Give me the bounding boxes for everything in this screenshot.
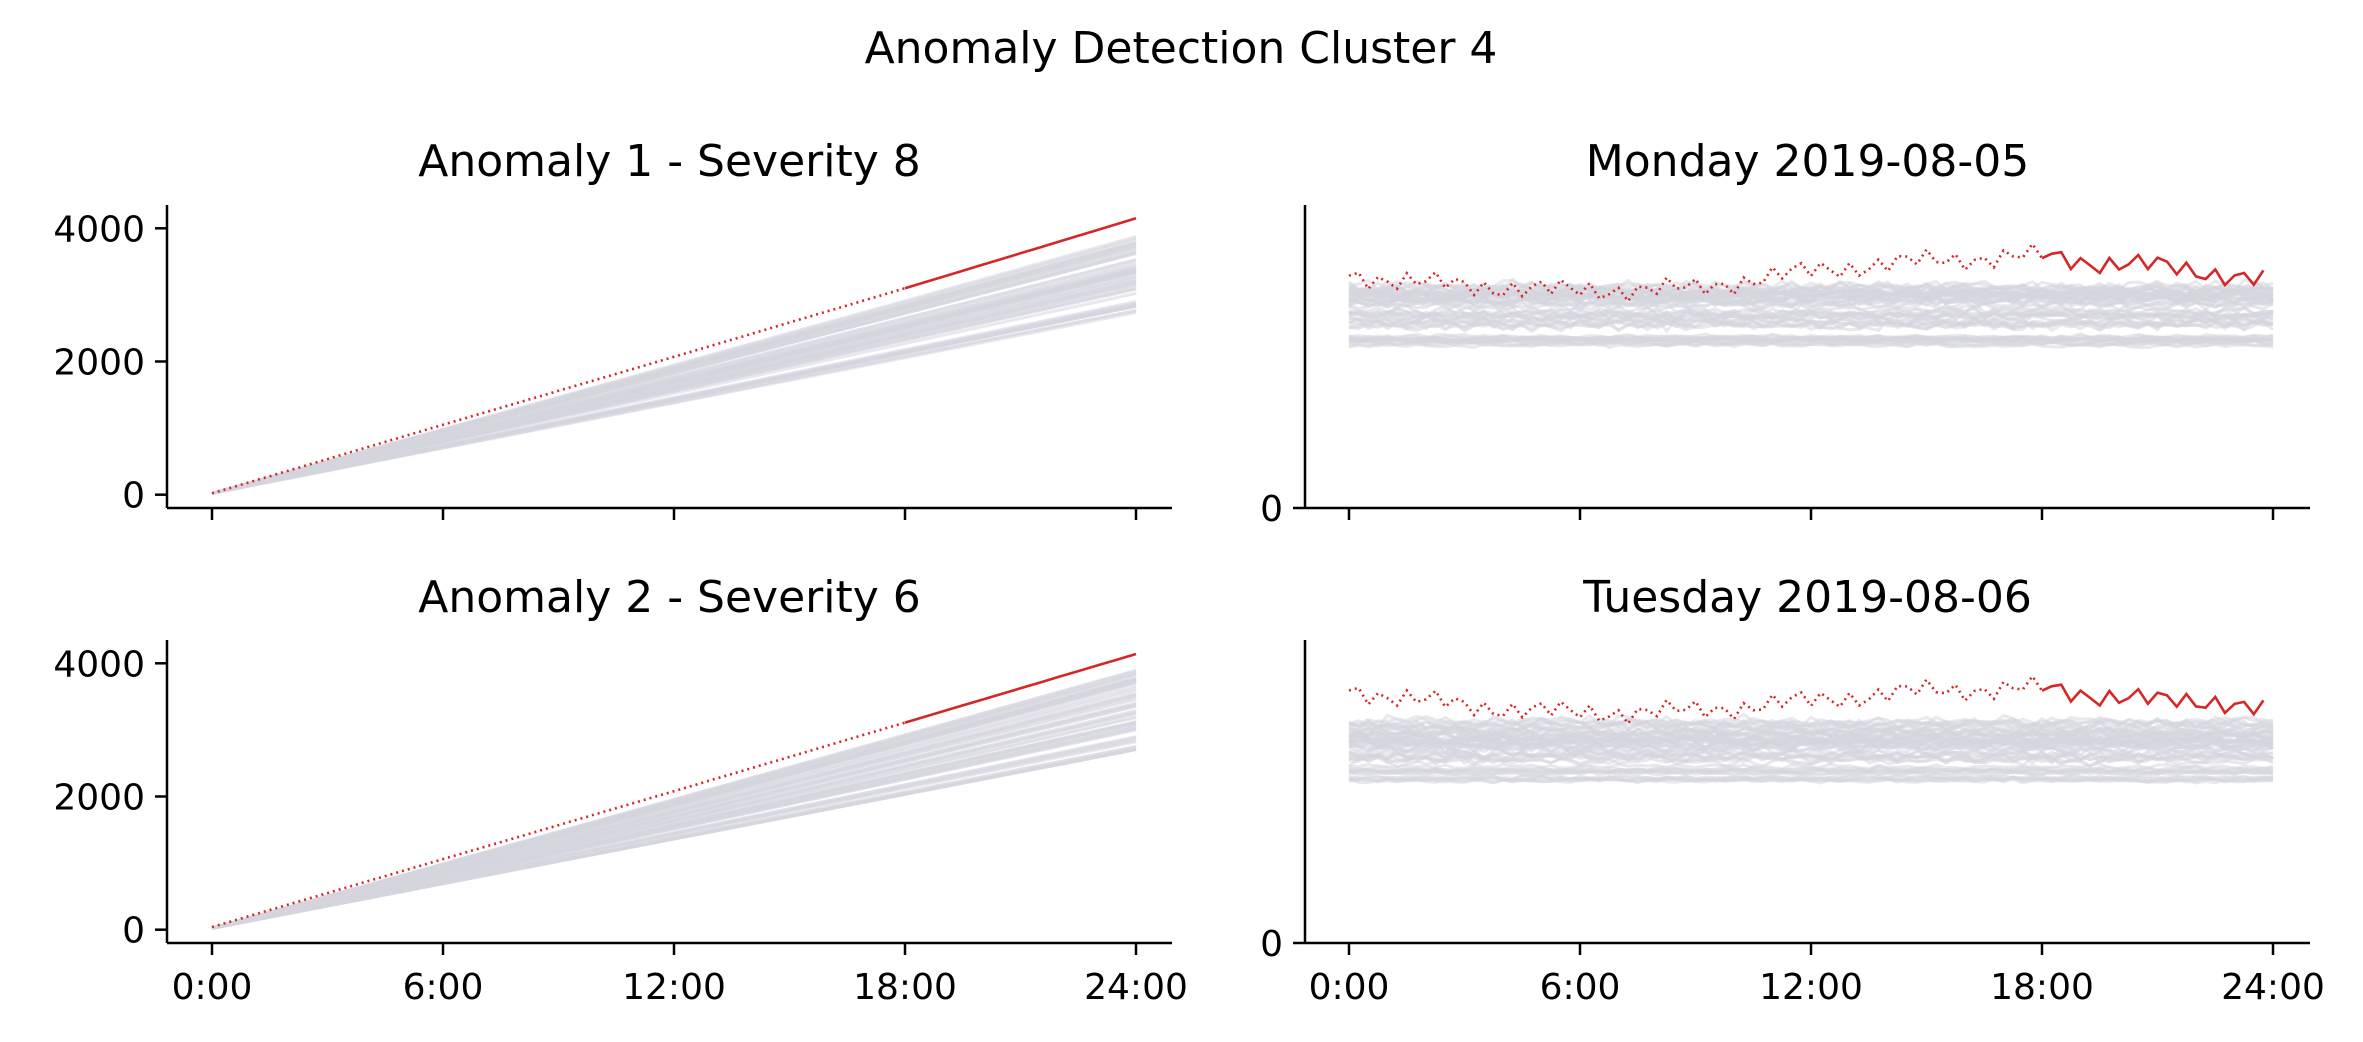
x-tick-label: 6:00 (1540, 967, 1621, 1008)
subplot-grid: Anomaly 1 - Severity 8 0 2000 4000 Monday 20… (53, 136, 2325, 1008)
subplot-title: Anomaly 2 - Severity 6 (418, 572, 921, 623)
reference-line (211, 680, 1137, 930)
reference-line (211, 308, 1137, 495)
reference-line (1348, 287, 2274, 303)
reference-line (1348, 315, 2274, 330)
subplot-4: Tuesday 2019-08-06 0 0:00 6:00 12:00 18:00 24:… (1260, 572, 2325, 1008)
y-tick-label: 0 (122, 911, 145, 952)
reference-line (1348, 737, 2274, 754)
reference-line (211, 745, 1137, 930)
reference-line (1348, 769, 2274, 778)
y-tick-label: 4000 (53, 644, 145, 685)
reference-line (1348, 713, 2274, 730)
anomaly-line-dotted (211, 721, 906, 929)
subplot-2: Monday 2019-08-05 0 (1260, 136, 2310, 530)
reference-line (211, 251, 1137, 495)
y-tick-label: 0 (1260, 924, 1283, 965)
x-tick-label: 18:00 (1990, 967, 2094, 1008)
reference-line (1348, 752, 2274, 769)
reference-line (1348, 719, 2274, 735)
reference-line (1348, 773, 2273, 783)
reference-series-group (211, 235, 1137, 495)
reference-line (1348, 767, 2274, 776)
x-tick-label: 0:00 (172, 967, 253, 1008)
reference-line (1348, 729, 2274, 743)
y-tick-label: 0 (1260, 489, 1283, 530)
reference-line (1348, 332, 2274, 341)
reference-line (211, 669, 1137, 930)
reference-line (1348, 278, 2274, 295)
reference-line (211, 267, 1137, 495)
reference-series-group (211, 669, 1137, 930)
subplot-1: Anomaly 1 - Severity 8 0 2000 4000 (53, 136, 1172, 520)
reference-line (211, 698, 1137, 930)
y-tick-label: 0 (122, 476, 145, 517)
reference-line (1348, 762, 2274, 771)
x-tick-label: 18:00 (853, 967, 957, 1008)
x-tick-label: 0:00 (1309, 967, 1390, 1008)
reference-line (1348, 749, 2274, 763)
anomaly-line-solid (904, 652, 1137, 724)
y-tick-label: 4000 (53, 209, 145, 250)
y-tick-label: 2000 (53, 342, 145, 383)
reference-line (1348, 309, 2274, 325)
anomaly-line-solid (904, 217, 1137, 290)
reference-line (1348, 335, 2274, 344)
x-tick-label: 12:00 (1759, 967, 1863, 1008)
x-tick-label: 24:00 (2221, 967, 2325, 1008)
reference-line (211, 236, 1137, 495)
subplot-title: Anomaly 1 - Severity 8 (418, 136, 921, 187)
reference-series-group (1348, 712, 2274, 785)
x-tick-label: 6:00 (403, 967, 484, 1008)
y-tick-label: 2000 (53, 777, 145, 818)
subplot-title: Tuesday 2019-08-06 (1582, 572, 2032, 623)
x-tick-label: 12:00 (622, 967, 726, 1008)
reference-line (211, 292, 1137, 495)
reference-line (211, 723, 1137, 930)
x-tick-label: 24:00 (1084, 967, 1188, 1008)
figure-title: Anomaly Detection Cluster 4 (865, 23, 1498, 74)
reference-line (1348, 295, 2274, 310)
subplot-title: Monday 2019-08-05 (1586, 136, 2029, 187)
subplot-3: Anomaly 2 - Severity 6 0 2000 4000 0:00 6:00 1… (53, 572, 1188, 1008)
anomaly-line-dotted (1348, 673, 2044, 726)
anomaly-line-solid (2041, 683, 2265, 717)
anomaly-line-dotted (211, 286, 906, 495)
reference-series-group (1348, 277, 2275, 349)
anomaly-line-solid (2041, 250, 2265, 288)
